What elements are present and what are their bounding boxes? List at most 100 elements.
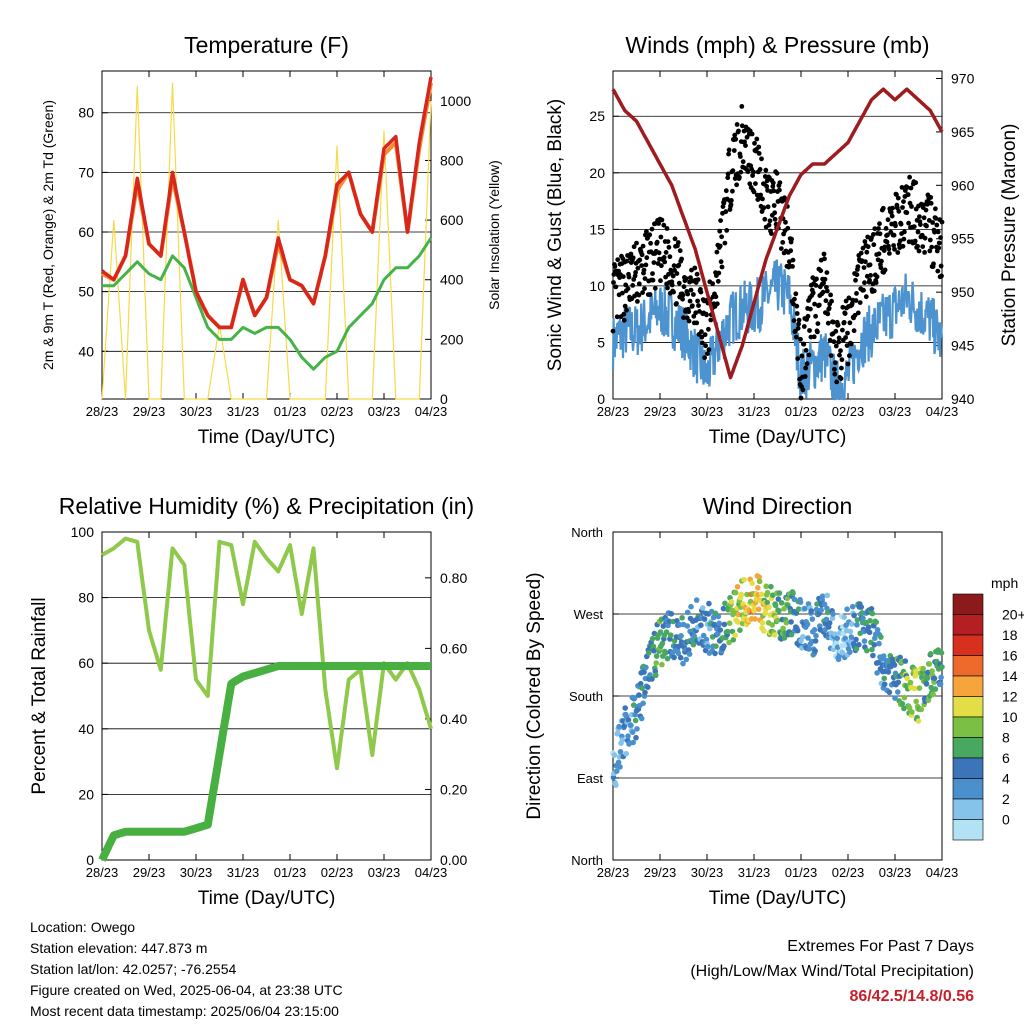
gust-point (702, 355, 707, 361)
y-tick-label: East (577, 771, 603, 786)
direction-point (761, 628, 767, 634)
gust-point (771, 188, 777, 194)
direction-point (892, 695, 898, 701)
gust-point (690, 303, 695, 309)
x-tick-label: 02/23 (832, 404, 865, 419)
gust-point (898, 221, 904, 227)
direction-point (895, 679, 902, 686)
gust-point (848, 341, 854, 347)
gust-point (719, 234, 724, 240)
x-tick-label: 29/23 (644, 404, 677, 419)
direction-point (913, 698, 919, 705)
direction-point (651, 648, 657, 654)
gust-point (706, 347, 712, 353)
direction-point (901, 705, 907, 712)
gust-point (702, 332, 708, 338)
gust-point (759, 156, 764, 162)
gust-point (881, 248, 887, 254)
y-right-tick-label: 940 (951, 391, 975, 407)
gust-point (630, 255, 636, 261)
gust-point (621, 311, 627, 317)
gust-point (667, 254, 673, 260)
gust-point (691, 292, 696, 297)
gust-point (825, 320, 831, 326)
direction-point (881, 681, 888, 688)
gust-point (835, 322, 841, 328)
legend-label: 2 (1002, 791, 1010, 807)
gust-point (865, 234, 871, 240)
direction-point (932, 686, 939, 692)
y-tick-label: 40 (78, 721, 94, 737)
direction-point (901, 694, 908, 701)
direction-point (653, 660, 659, 666)
gust-point (884, 239, 890, 245)
chart-title: Temperature (F) (184, 32, 349, 58)
gust-point (740, 159, 746, 165)
gust-point (879, 258, 884, 264)
gust-point (804, 361, 810, 367)
series-gust (610, 104, 945, 401)
station-info: Location: Owego Station elevation: 447.8… (30, 917, 343, 1022)
direction-point (783, 619, 790, 626)
speed-legend: mph 20+ 18 16 14 12 10 8 6 4 2 0 (952, 575, 1024, 841)
direction-point (640, 700, 646, 707)
gust-point (719, 264, 725, 270)
series-sonic-wind (611, 259, 944, 401)
direction-point (634, 726, 640, 732)
gust-point (897, 238, 903, 244)
direction-point (712, 650, 718, 657)
gust-point (891, 232, 897, 238)
legend-label: 16 (1002, 648, 1018, 664)
y-right-tick-label: 400 (440, 272, 464, 288)
gust-point (813, 283, 819, 288)
extremes-box: Extremes For Past 7 Days (High/Low/Max W… (690, 934, 974, 1009)
gust-point (823, 298, 829, 304)
y-right-tick-label: 955 (951, 231, 975, 247)
plot-frame (101, 531, 432, 861)
direction-point (716, 620, 722, 627)
gust-point (895, 195, 901, 201)
direction-point (645, 650, 652, 656)
gust-point (785, 225, 791, 231)
gust-point (644, 255, 650, 261)
gust-point (913, 180, 919, 186)
direction-point (707, 625, 713, 632)
gust-point (826, 305, 832, 311)
direction-point (711, 621, 718, 628)
gust-point (761, 205, 767, 211)
extremes-subtitle: (High/Low/Max Wind/Total Precipitation) (690, 963, 974, 980)
direction-point (690, 641, 697, 648)
direction-point (818, 607, 824, 613)
gust-point (842, 311, 848, 316)
direction-point (906, 705, 913, 711)
direction-point (771, 632, 778, 638)
direction-point (788, 619, 794, 625)
x-tick-label: 01/23 (274, 865, 307, 880)
gust-point (664, 226, 670, 231)
gust-point (717, 243, 723, 249)
direction-point (812, 638, 819, 644)
gust-point (824, 284, 829, 290)
gust-point (938, 263, 944, 269)
gust-point (933, 216, 939, 221)
gust-point (798, 395, 804, 401)
gust-point (935, 268, 941, 274)
gust-point (670, 273, 676, 279)
gust-point (885, 232, 890, 238)
gust-point (641, 267, 647, 273)
direction-point (769, 622, 776, 628)
direction-point (938, 650, 945, 656)
gust-point (880, 205, 886, 211)
legend-swatch (952, 757, 984, 779)
direction-point (776, 607, 782, 614)
direction-point (706, 600, 712, 607)
direction-point (805, 635, 811, 641)
y-right-tick-label: 945 (951, 338, 975, 354)
direction-point (849, 603, 856, 610)
y-right-tick-label: 0 (440, 391, 448, 407)
direction-point (764, 589, 771, 596)
gust-point (837, 352, 842, 358)
gust-point (726, 147, 732, 153)
gust-point (845, 361, 851, 367)
gust-point (774, 170, 780, 176)
